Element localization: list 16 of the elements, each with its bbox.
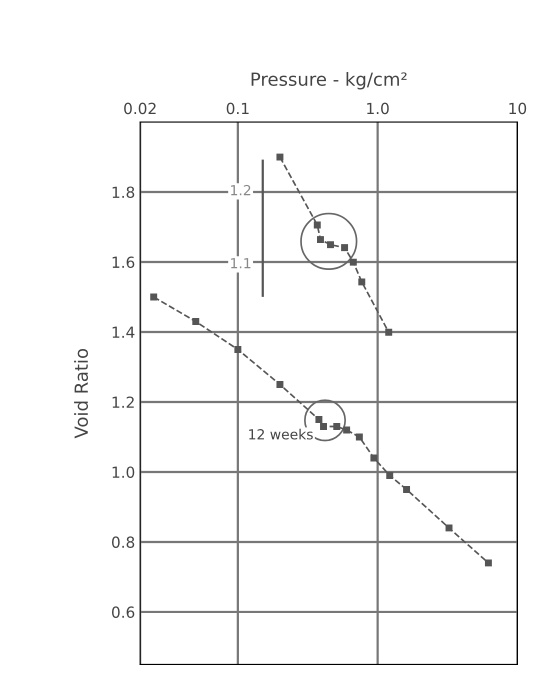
y-tick-label: 0.6 <box>112 606 134 618</box>
x-axis-title: Pressure - kg/cm² <box>252 72 407 90</box>
y-tick-label: 1.2 <box>112 396 134 408</box>
y-tick-label: 1.8 <box>112 186 134 198</box>
y-axis-title: Void Ratio <box>74 348 88 438</box>
x-tick-label: 0.02 <box>124 102 156 114</box>
x-tick-label: 0.1 <box>226 102 249 114</box>
y2-tick-label: 1.2 <box>231 184 250 196</box>
y-tick-label: 0.8 <box>112 536 134 548</box>
annotation: 12 weeks <box>249 428 313 440</box>
x-tick-label: 1.0 <box>367 102 389 114</box>
y2-tick-label: 1.1 <box>231 258 250 268</box>
x-tick-label: 10 <box>509 102 526 114</box>
y-tick-label: 1.4 <box>112 326 134 338</box>
y-tick-label: 1.6 <box>112 256 134 268</box>
y-tick-label: 1.0 <box>112 466 134 478</box>
